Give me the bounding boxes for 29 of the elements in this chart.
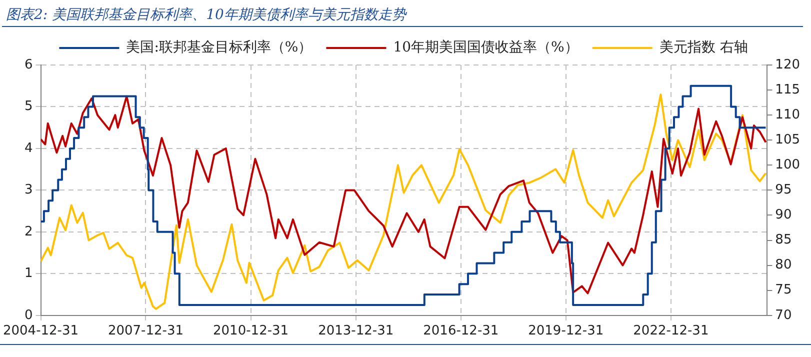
- y2-tick-label: 70: [775, 308, 792, 323]
- legend-label: 美元指数 右轴: [659, 40, 748, 56]
- x-tick-label: 2022-12-31: [633, 324, 709, 339]
- y-tick-label: 5: [24, 99, 33, 114]
- y2-tick-label: 100: [775, 158, 800, 173]
- x-tick-label: 2019-12-31: [528, 324, 604, 339]
- y2-tick-label: 95: [775, 182, 792, 198]
- y-tick-label: 0: [24, 308, 33, 323]
- y-tick-label: 2: [24, 224, 33, 240]
- x-tick-label: 2007-12-31: [108, 324, 184, 339]
- y2-tick-label: 90: [775, 208, 792, 223]
- x-tick-label: 2004-12-31: [2, 324, 79, 339]
- legend-label: 10年期美国国债收益率（%）: [393, 40, 578, 56]
- y2-tick-label: 120: [775, 57, 800, 72]
- y-tick-label: 6: [24, 57, 33, 72]
- x-tick-label: 2010-12-31: [213, 324, 289, 339]
- x-tick-label: 2016-12-31: [423, 324, 499, 339]
- legend-label: 美国:联邦基金目标利率（%）: [126, 40, 312, 56]
- y2-tick-label: 110: [775, 107, 800, 122]
- y2-tick-label: 75: [775, 282, 792, 298]
- y2-tick-label: 80: [775, 258, 792, 273]
- y2-tick-label: 115: [775, 82, 800, 98]
- y-tick-label: 4: [24, 140, 33, 156]
- x-tick-label: 2013-12-31: [318, 324, 394, 339]
- y-tick-label: 3: [24, 182, 33, 198]
- y2-tick-label: 85: [775, 232, 792, 248]
- y-tick-label: 1: [24, 266, 33, 282]
- y2-tick-label: 105: [775, 132, 800, 148]
- chart-title: 图表2: 美国联邦基金目标利率、10年期美债利率与美元指数走势: [2, 0, 803, 27]
